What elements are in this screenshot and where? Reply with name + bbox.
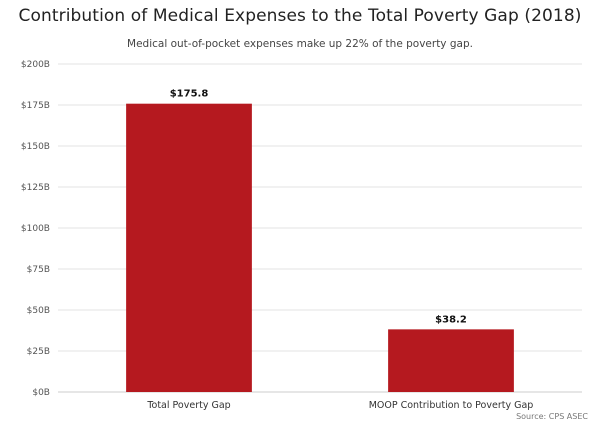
chart-title: Contribution of Medical Expenses to the … (18, 6, 582, 26)
x-axis-categories: Total Poverty Gap MOOP Contribution to Po… (146, 400, 533, 411)
y-tick-label: $75B (27, 265, 50, 275)
data-label: $175.8 (170, 89, 209, 100)
bar (126, 103, 252, 393)
data-labels: $175.8 $38.2 (170, 89, 467, 326)
x-category-label: Total Poverty Gap (146, 400, 230, 411)
y-tick-label: $150B (21, 142, 50, 152)
y-tick-label: $25B (27, 347, 50, 357)
y-tick-label: $125B (21, 183, 50, 193)
chart-subtitle: Medical out-of-pocket expenses make up 2… (127, 38, 473, 50)
y-tick-label: $100B (21, 224, 50, 234)
y-tick-label: $175B (21, 101, 50, 111)
bars (126, 103, 514, 393)
y-axis-ticks: $0B $25B $50B $75B $100B $125B $150B $175B $200B (21, 60, 50, 398)
data-label: $38.2 (435, 314, 467, 325)
source-note: Source: CPS ASEC (516, 412, 588, 421)
bar (388, 329, 514, 392)
y-tick-label: $50B (27, 306, 50, 316)
x-category-label: MOOP Contribution to Poverty Gap (369, 400, 534, 411)
y-tick-label: $0B (32, 388, 50, 398)
y-tick-label: $200B (21, 60, 50, 70)
